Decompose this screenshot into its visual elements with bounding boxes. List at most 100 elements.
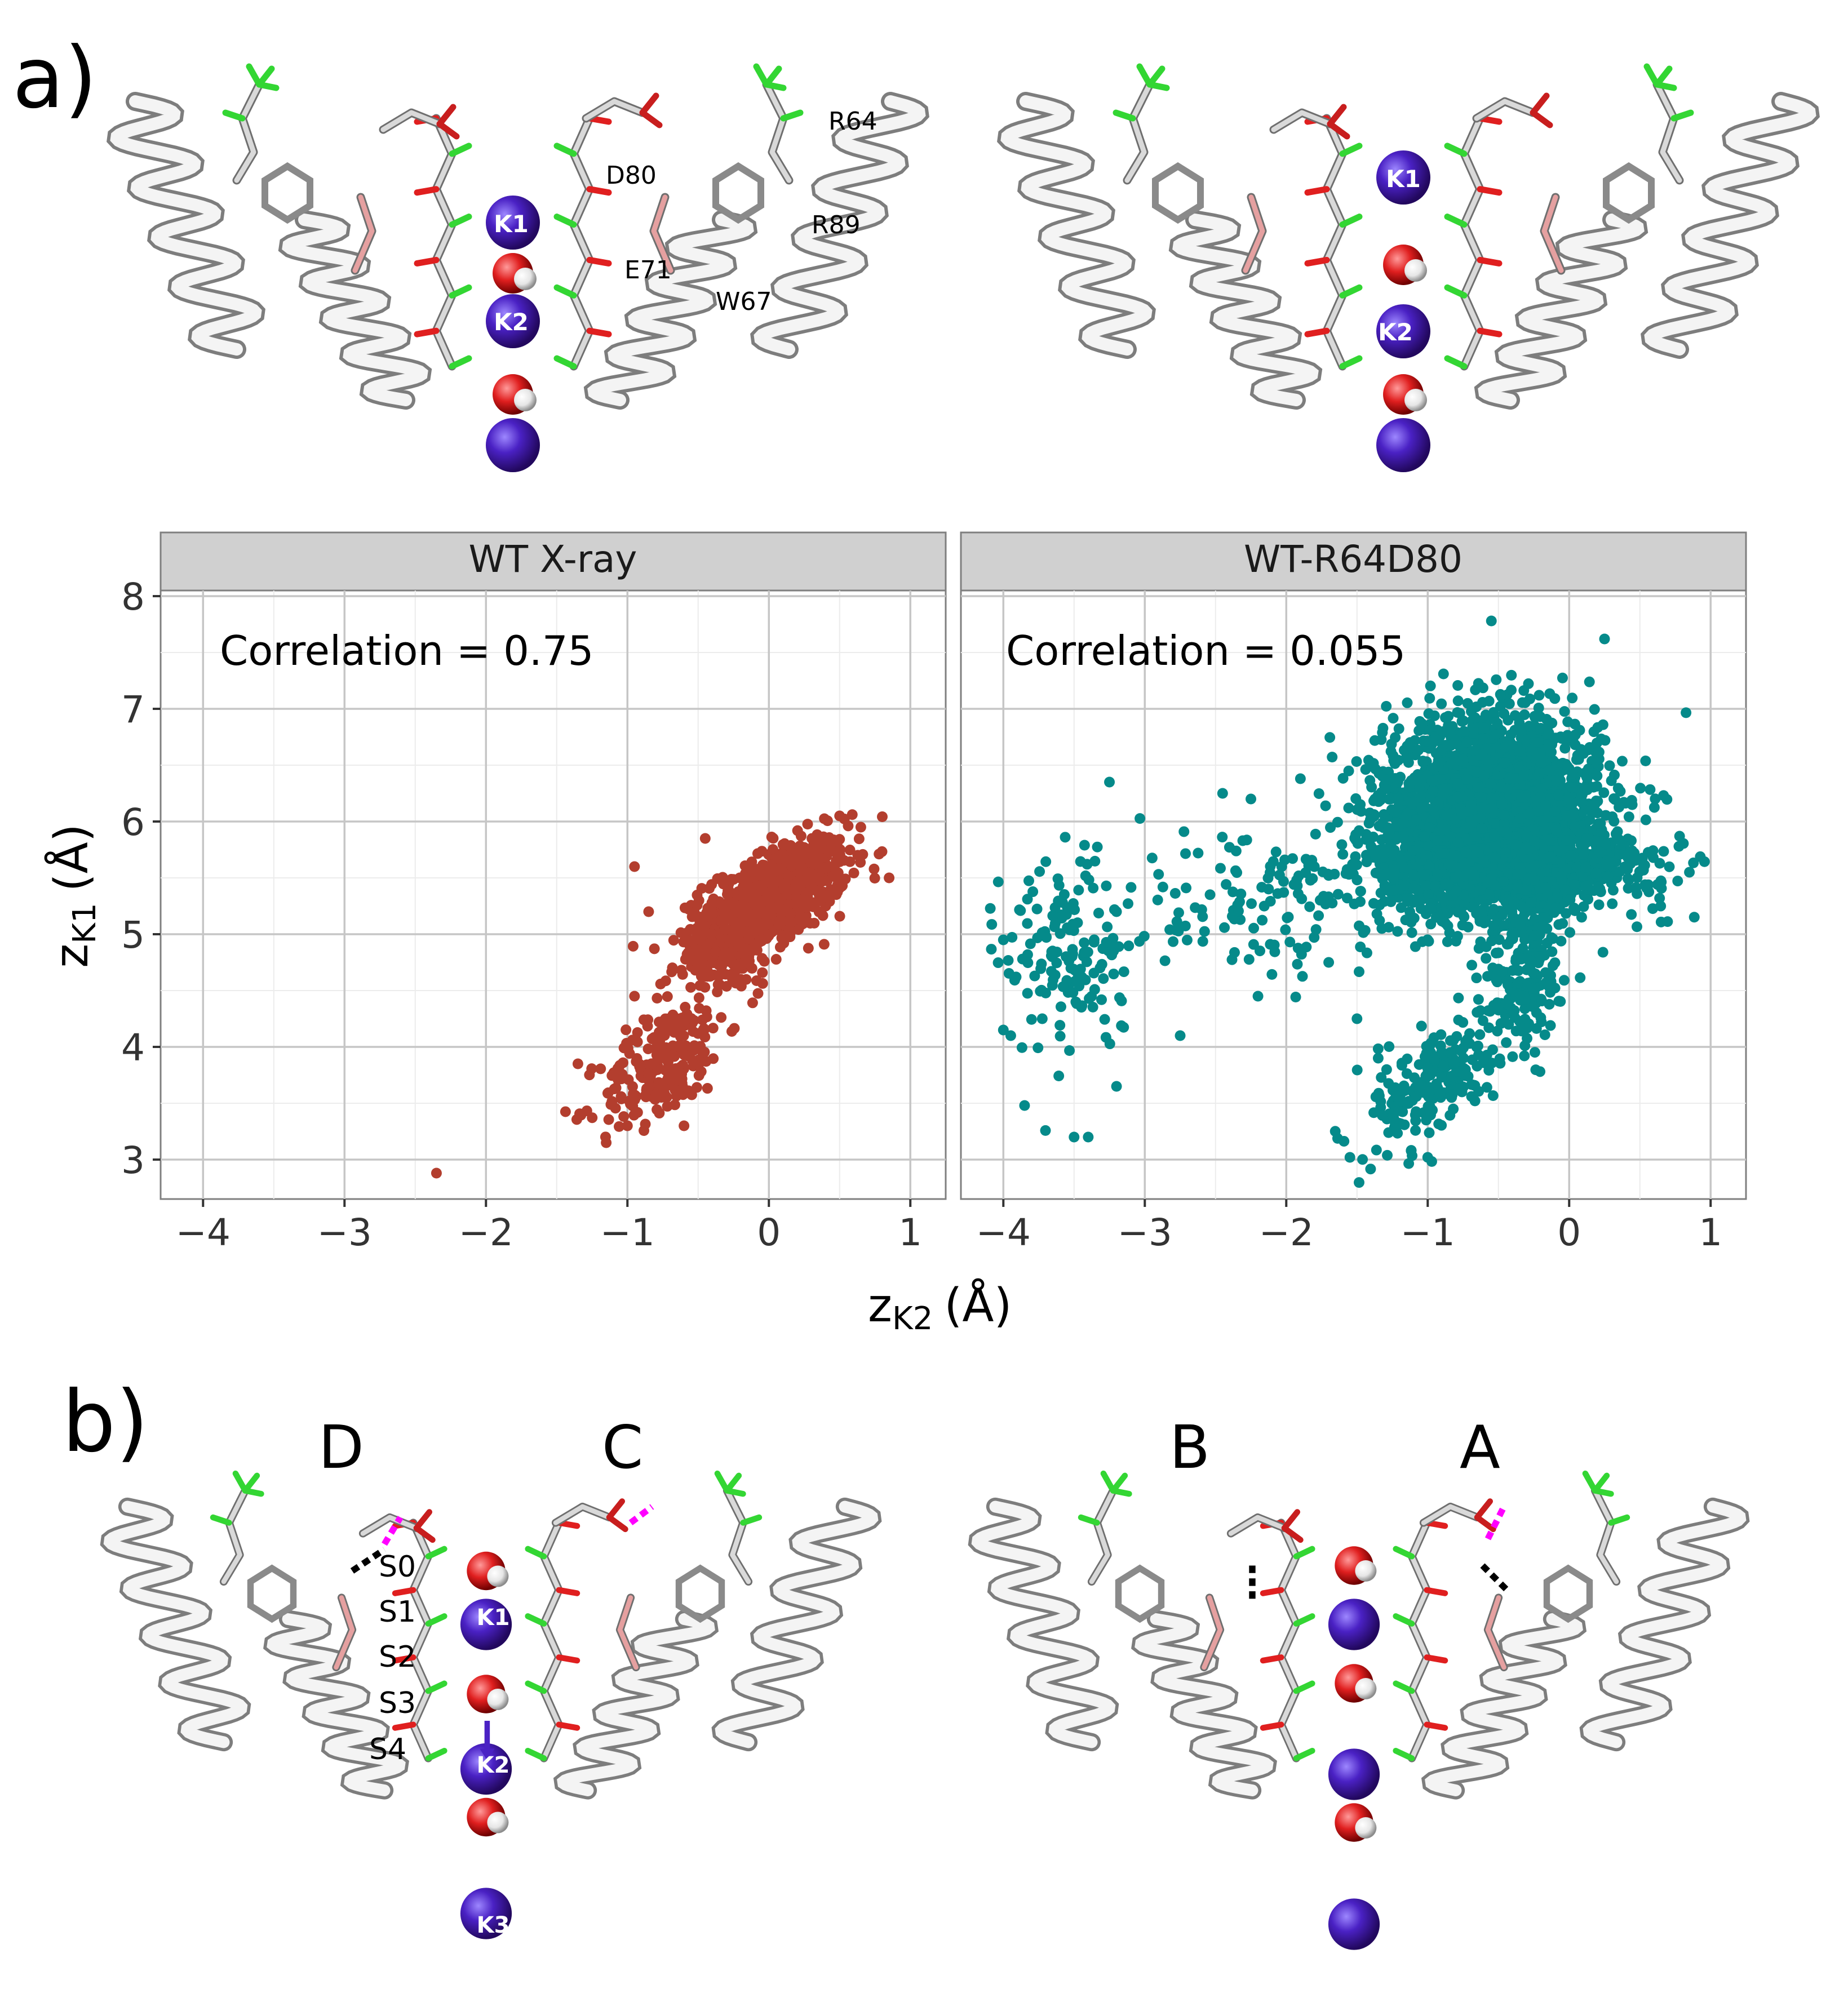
scatter-point bbox=[1623, 874, 1634, 885]
scatter-point bbox=[1570, 739, 1581, 751]
scatter-point bbox=[613, 1121, 624, 1132]
scatter-point bbox=[1577, 849, 1589, 860]
atom-bond bbox=[556, 1587, 580, 1596]
scatter-point bbox=[629, 861, 640, 872]
helix-ribbon bbox=[282, 214, 428, 406]
scatter-point bbox=[1580, 880, 1592, 891]
atom-bond bbox=[586, 186, 612, 196]
panel-b-tag: b) bbox=[62, 1373, 149, 1471]
scatter-point bbox=[1343, 802, 1354, 814]
hydrogen-bond bbox=[1484, 1505, 1507, 1540]
atom-bond bbox=[449, 355, 472, 370]
atom-bond bbox=[425, 1613, 447, 1627]
scatter-point bbox=[1594, 883, 1606, 894]
scatter-point bbox=[1540, 799, 1551, 810]
water-hydrogen-atom bbox=[514, 268, 537, 290]
scatter-point bbox=[1513, 882, 1524, 894]
scatter-point bbox=[1383, 823, 1394, 834]
atom-bond bbox=[1474, 1514, 1496, 1533]
atom-bond bbox=[1339, 355, 1363, 370]
scatter-point bbox=[694, 1003, 705, 1014]
scatter-point bbox=[792, 894, 804, 905]
scatter-point bbox=[1477, 682, 1488, 694]
scatter-point bbox=[1458, 910, 1469, 921]
scatter-point bbox=[1474, 916, 1486, 927]
atom-bond bbox=[1393, 1613, 1415, 1627]
scatter-point bbox=[1442, 936, 1453, 947]
scatter-point bbox=[857, 849, 868, 860]
scatter-point bbox=[610, 1103, 621, 1114]
scatter-point bbox=[1575, 972, 1586, 983]
scatter-point bbox=[1626, 855, 1637, 866]
scatter-point bbox=[770, 954, 782, 965]
scatter-point bbox=[774, 875, 786, 886]
scatter-point bbox=[1396, 855, 1407, 866]
scatter-point bbox=[1614, 866, 1625, 877]
scatter-point bbox=[628, 1109, 640, 1121]
atom-bond bbox=[242, 1488, 264, 1497]
scatter-point bbox=[767, 882, 778, 894]
scatter-point bbox=[1505, 737, 1516, 748]
tryptophan-ring bbox=[1543, 1564, 1593, 1623]
potassium-ion bbox=[460, 1743, 512, 1795]
residue-stick bbox=[1279, 1520, 1299, 1761]
scatter-point bbox=[1623, 883, 1634, 894]
atom-bond bbox=[780, 109, 804, 122]
scatter-point bbox=[1598, 787, 1610, 798]
residue-stick bbox=[1421, 1504, 1480, 1525]
atom-bond bbox=[1078, 1514, 1100, 1526]
scatter-point bbox=[1563, 794, 1574, 805]
tryptophan-ring bbox=[1152, 162, 1204, 224]
scatter-point bbox=[1304, 901, 1315, 912]
scatter-point bbox=[1490, 852, 1501, 863]
scatter-point bbox=[1578, 901, 1589, 912]
scatter-point bbox=[1552, 892, 1563, 903]
atom-bond bbox=[1654, 81, 1677, 91]
scatter-point bbox=[1457, 920, 1468, 931]
scatter-point bbox=[1539, 825, 1550, 836]
scatter-point bbox=[601, 1137, 612, 1148]
potassium-ion bbox=[486, 294, 540, 348]
scatter-point bbox=[1524, 809, 1535, 820]
scatter-point bbox=[1567, 769, 1578, 780]
atom-bond bbox=[414, 256, 440, 267]
scatter-point bbox=[699, 833, 711, 844]
residue-stick bbox=[1409, 1520, 1429, 1761]
scatter-point bbox=[1506, 669, 1517, 681]
scatter-point bbox=[733, 917, 744, 929]
scatter-point bbox=[799, 842, 810, 853]
scatter-point bbox=[1393, 723, 1404, 734]
scatter-point bbox=[642, 1043, 654, 1054]
scatter-point bbox=[818, 831, 829, 842]
helix-ribbon bbox=[110, 95, 262, 356]
scatter-point bbox=[1672, 876, 1683, 887]
scatter-point bbox=[1377, 869, 1388, 881]
atom-bond bbox=[1260, 1587, 1284, 1596]
scatter-point bbox=[1351, 756, 1362, 767]
scatter-point bbox=[1360, 764, 1371, 775]
scatter-point bbox=[784, 916, 795, 927]
scatter-point bbox=[1376, 1072, 1387, 1083]
scatter-point bbox=[669, 1099, 680, 1111]
scatter-point bbox=[1584, 676, 1595, 687]
scatter-point bbox=[1499, 708, 1510, 720]
helix-ribbon bbox=[587, 214, 754, 406]
scatter-point bbox=[1452, 680, 1464, 691]
scatter-point bbox=[1549, 806, 1561, 817]
scatter-point bbox=[730, 936, 741, 947]
atom-bond bbox=[1444, 214, 1468, 228]
scatter-point bbox=[1509, 710, 1521, 721]
scatter-point bbox=[1393, 754, 1404, 766]
scatter-point bbox=[1534, 690, 1545, 701]
atom-bond bbox=[553, 214, 577, 228]
scatter-point bbox=[1529, 836, 1540, 847]
scatter-point bbox=[843, 820, 854, 832]
scatter-point bbox=[1519, 709, 1530, 720]
atom-bond bbox=[222, 109, 246, 122]
scatter-point bbox=[1593, 899, 1605, 911]
scatter-point bbox=[1440, 878, 1451, 890]
scatter-point bbox=[757, 978, 768, 989]
scatter-point bbox=[673, 1018, 685, 1029]
scatter-point bbox=[1408, 796, 1419, 807]
scatter-point bbox=[1436, 698, 1447, 709]
